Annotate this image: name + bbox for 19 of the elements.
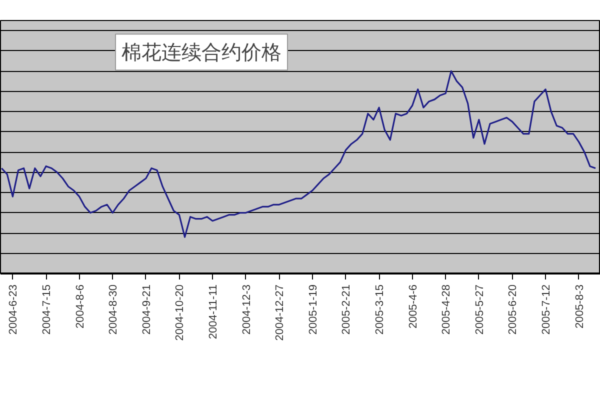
x-tick-label: 2005-7-12 (540, 284, 553, 335)
x-tick-label: 2004-12-27 (274, 284, 286, 341)
x-tick-label: 2004-8-6 (74, 284, 86, 329)
x-tick-label: 2004-12-3 (240, 284, 253, 335)
x-tick-label: 2005-5-27 (474, 284, 486, 335)
x-tick-label: 2005-4-6 (407, 284, 420, 329)
x-tick-label: 2005-1-19 (307, 284, 320, 335)
x-tick-label: 2005-2-21 (340, 284, 353, 335)
x-tick-label: 2004-11-11 (208, 284, 220, 340)
x-tick-label: 2004-7-15 (41, 284, 54, 335)
x-tick-label: 2005-3-15 (374, 284, 386, 335)
chart-title: 棉花连续合约价格 (122, 40, 282, 64)
x-tick-label: 2004-8-30 (108, 284, 120, 335)
x-tick-label: 2005-8-3 (574, 284, 586, 329)
x-tick-label: 2004-9-21 (140, 284, 153, 335)
x-tick-label: 2004-10-20 (174, 284, 186, 341)
x-tick-label: 2004-6-23 (8, 284, 20, 335)
x-tick-label: 2005-6-20 (507, 284, 520, 335)
x-tick-label: 2005-4-28 (440, 284, 453, 335)
